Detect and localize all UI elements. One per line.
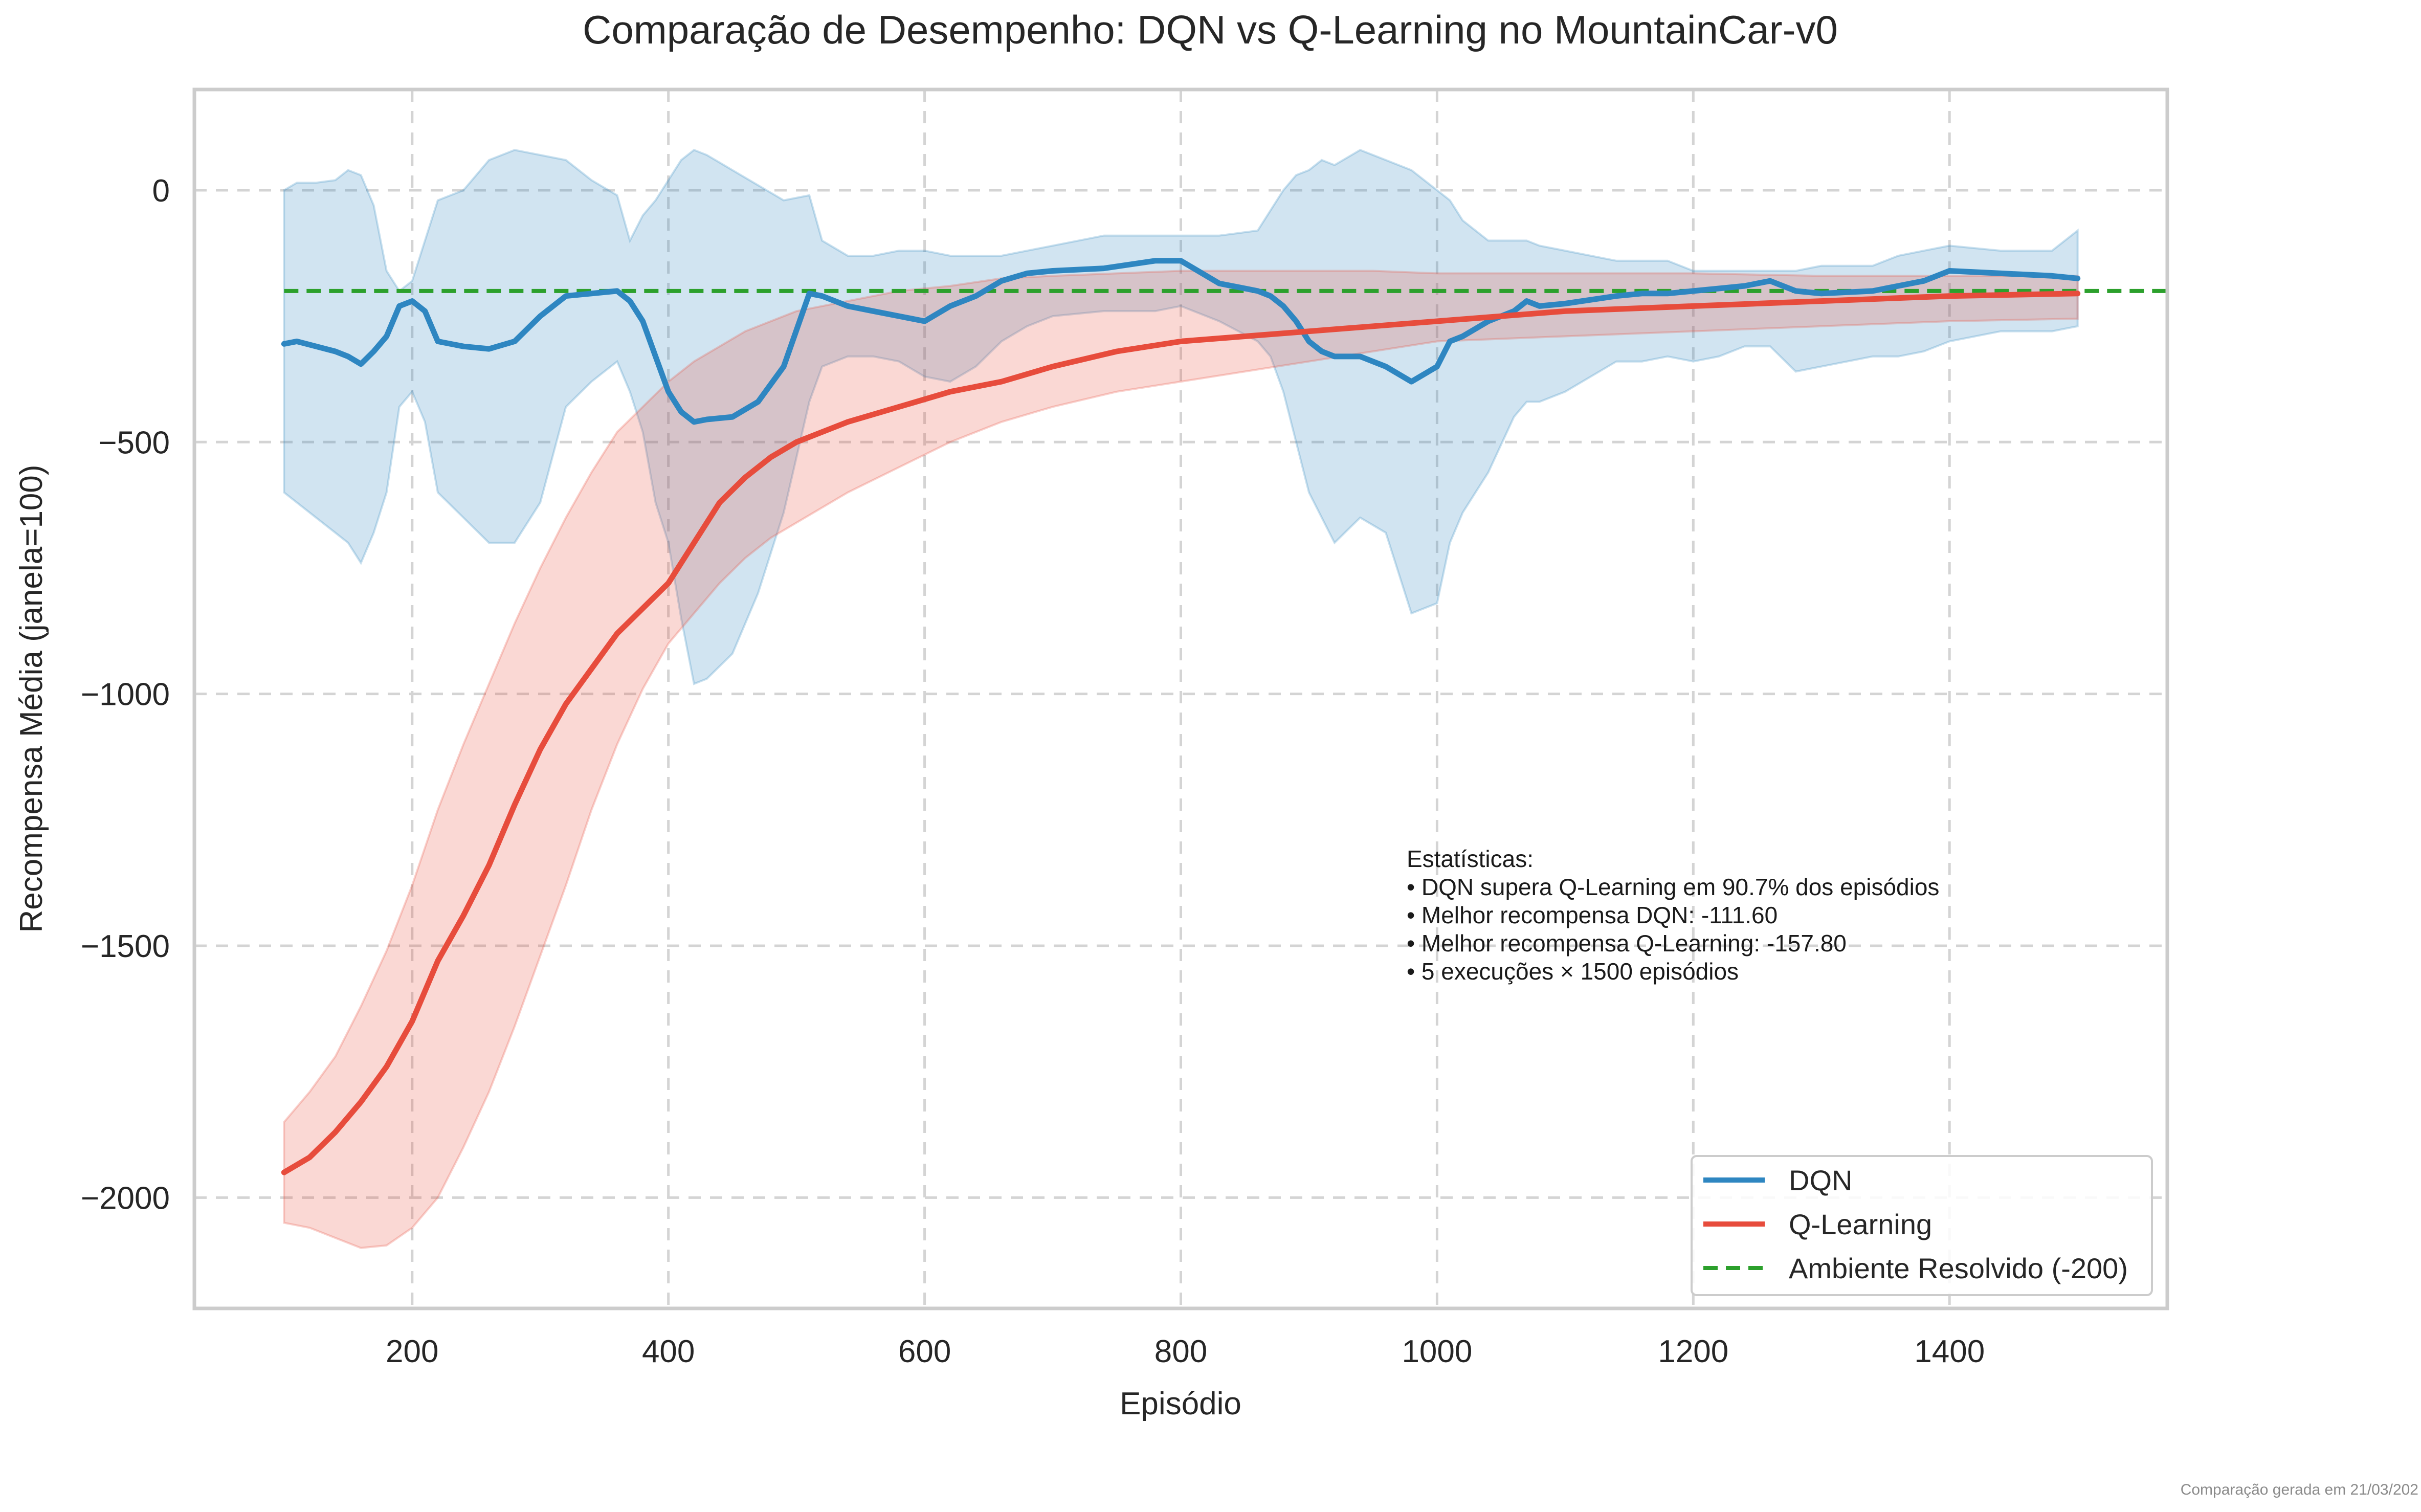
stats-line: • Melhor recompensa DQN: -111.60 (1407, 902, 1778, 928)
x-tick-labels: 200 400 600 800 1000 1200 1400 (386, 1334, 1985, 1369)
footer-note: Comparação gerada em 21/03/202 (2181, 1481, 2418, 1498)
series-line-dqn (281, 258, 2081, 425)
band-q-learning (283, 270, 2079, 1249)
y-tick-labels: 0 −500 −1000 −1500 −2000 (81, 173, 170, 1216)
x-tick-label: 1200 (1658, 1334, 1728, 1369)
stats-annotation: Estatísticas: • DQN supera Q-Learning em… (1407, 846, 1939, 985)
y-tick-label: 0 (152, 173, 170, 209)
series-lines (281, 258, 2081, 1175)
legend: DQN Q-Learning Ambiente Resolvido (-200) (1691, 1155, 2153, 1296)
x-axis-label: Episódio (1120, 1386, 1241, 1421)
plot-frame (192, 87, 2169, 1310)
y-tick-label: −2000 (81, 1181, 170, 1216)
chart-title: Comparação de Desempenho: DQN vs Q-Learn… (583, 7, 1838, 52)
x-tick-label: 800 (1154, 1334, 1207, 1369)
legend-label-q-learning: Q-Learning (1789, 1208, 1932, 1240)
legend-box (1691, 1155, 2153, 1296)
stats-line: Estatísticas: (1407, 846, 1534, 872)
y-tick-label: −1500 (81, 929, 170, 964)
y-tick-label: −1000 (81, 677, 170, 713)
legend-label-threshold: Ambiente Resolvido (-200) (1789, 1252, 2128, 1284)
stats-line: • Melhor recompensa Q-Learning: -157.80 (1407, 930, 1847, 957)
band-dqn (283, 148, 2079, 685)
y-axis-label: Recompensa Média (janela=100) (14, 464, 49, 932)
y-tick-label: −500 (98, 425, 170, 460)
x-tick-label: 1000 (1402, 1334, 1472, 1369)
x-tick-label: 1400 (1914, 1334, 1985, 1369)
x-tick-label: 600 (898, 1334, 951, 1369)
x-tick-label: 200 (386, 1334, 438, 1369)
stats-line: • 5 execuções × 1500 episódios (1407, 958, 1739, 985)
stats-line: • DQN supera Q-Learning em 90.7% dos epi… (1407, 874, 1939, 900)
legend-label-dqn: DQN (1789, 1164, 1852, 1196)
x-tick-label: 400 (642, 1334, 695, 1369)
confidence-bands (283, 148, 2079, 1249)
series-line-q-learning (281, 291, 2081, 1175)
